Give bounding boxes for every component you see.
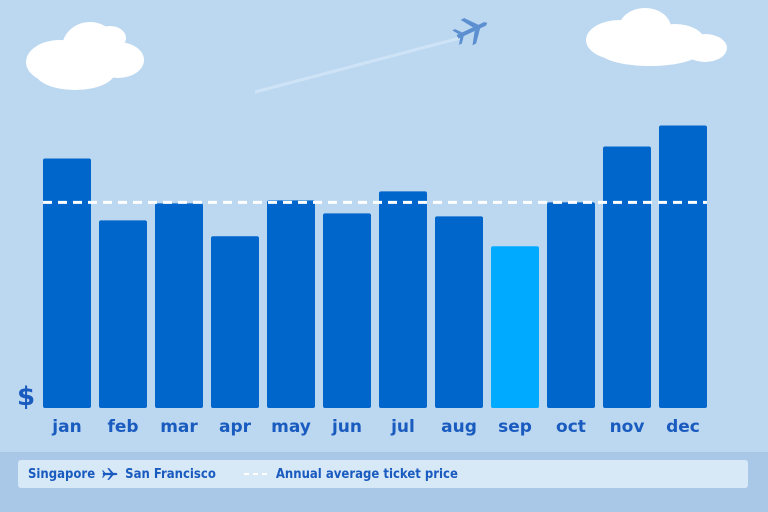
bar-feb [99,220,147,408]
dashed-line-icon [243,473,270,475]
tick-label-aug: aug [441,417,477,437]
tick-label-oct: oct [556,417,586,437]
tick-label-jul: jul [390,417,415,437]
legend-average-label: Annual average ticket price [275,466,458,482]
bar-mar [155,203,203,408]
tick-label-sep: sep [498,417,532,437]
bar-jun [323,213,371,408]
x-tick-labels: jan feb mar apr may jun jul aug sep oct nov dec [51,417,700,437]
bar-aug [435,216,483,408]
legend: Singapore San Francisco Annual average t… [18,460,748,488]
airplane-icon [452,18,488,46]
legend-origin: Singapore [28,466,96,482]
bar-sep [491,246,539,408]
cloud-right [586,8,727,66]
bars [43,125,707,408]
legend-destination: San Francisco [125,466,216,482]
tick-label-jan: jan [51,417,81,437]
tick-label-jun: jun [331,417,362,437]
tick-label-feb: feb [107,417,138,437]
bar-may [267,200,315,408]
bar-jul [379,191,427,408]
contrail [254,36,461,94]
airplane-icon [102,468,118,480]
tick-label-apr: apr [219,417,252,437]
tick-label-mar: mar [160,417,198,437]
tick-label-nov: nov [610,417,645,437]
bar-oct [547,202,595,408]
bar-nov [603,146,651,408]
y-axis-symbol: $ [17,382,35,412]
bar-dec [659,125,707,408]
cloud-left [26,22,144,90]
bar-apr [211,236,259,408]
tick-label-dec: dec [666,417,700,437]
bar-jan [43,158,91,408]
tick-label-may: may [271,417,311,437]
